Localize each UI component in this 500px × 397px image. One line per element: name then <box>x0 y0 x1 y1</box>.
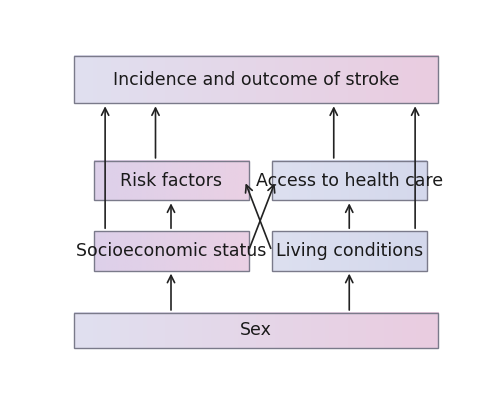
Bar <box>272 161 427 200</box>
Text: Access to health care: Access to health care <box>256 172 443 190</box>
Bar <box>74 313 438 348</box>
Bar <box>272 231 427 271</box>
Bar <box>94 231 248 271</box>
Text: Sex: Sex <box>240 322 272 339</box>
Bar <box>94 161 248 200</box>
Bar <box>74 56 438 104</box>
Text: Risk factors: Risk factors <box>120 172 222 190</box>
Text: Living conditions: Living conditions <box>276 242 423 260</box>
Text: Incidence and outcome of stroke: Incidence and outcome of stroke <box>113 71 400 89</box>
Text: Socioeconomic status: Socioeconomic status <box>76 242 266 260</box>
